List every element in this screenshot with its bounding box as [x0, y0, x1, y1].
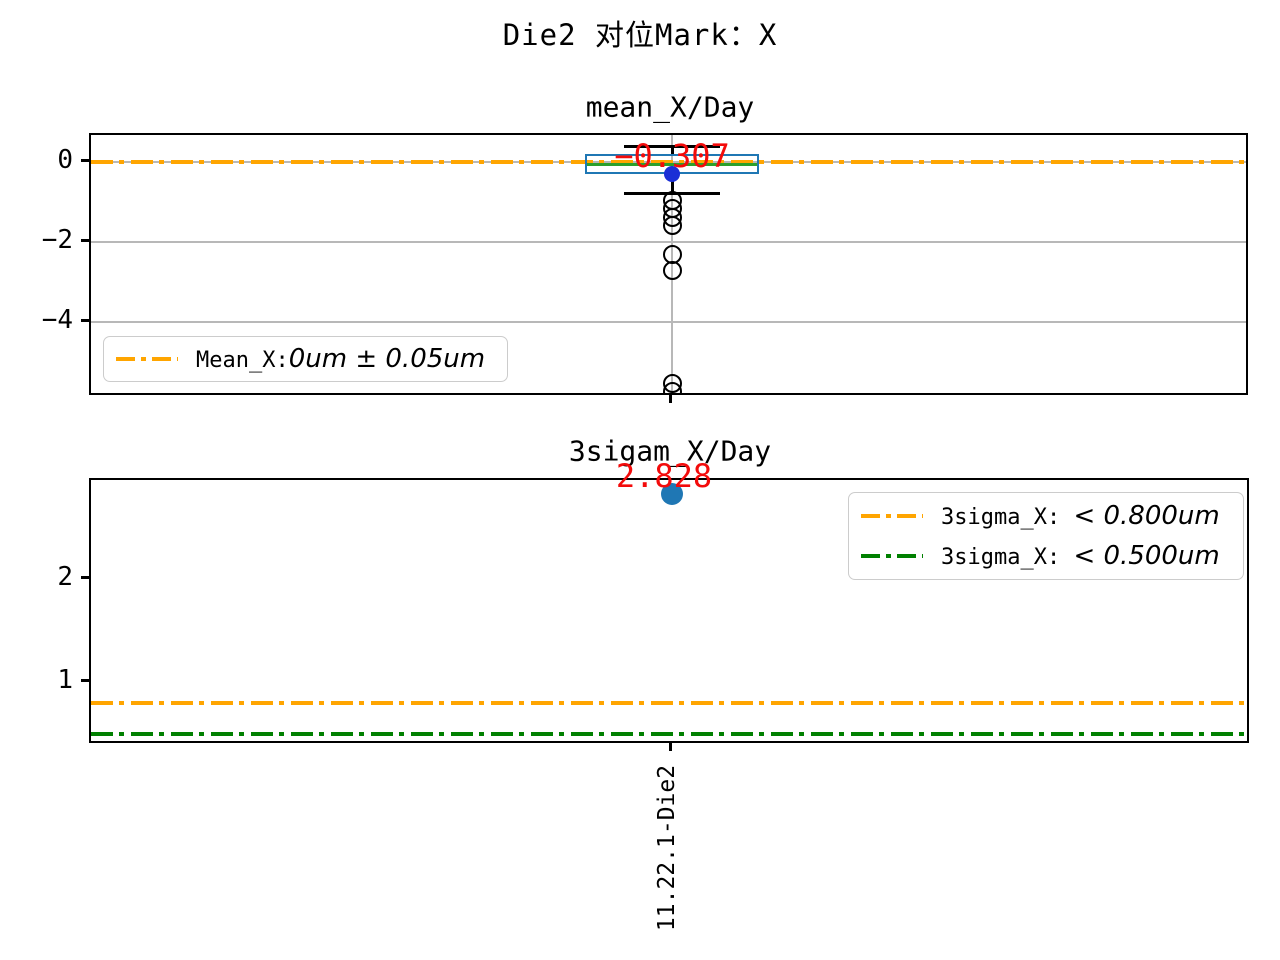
orange-dashdot-line-sample [861, 513, 923, 518]
y-tick-label: 0 [57, 145, 73, 175]
legend-label-math: < 0.800um [1073, 500, 1220, 531]
x-axis-category-label: 11.22.1-Die2 [654, 764, 680, 932]
y-tick [81, 678, 89, 682]
ref-line [91, 731, 1247, 736]
y-gridline [91, 241, 1246, 243]
legend-entry-3sigma-orange: 3sigma_X: < 0.800um [861, 496, 1231, 536]
y-tick-label: 1 [57, 665, 73, 695]
figure-title: Die2 对位Mark：X [502, 18, 778, 52]
median-line [587, 162, 757, 166]
whisker-cap-upper [624, 145, 720, 149]
green-dashdot-line-sample [861, 554, 923, 559]
orange-dashdot-line-sample [116, 357, 178, 361]
y-tick [81, 318, 89, 322]
sigma-value-annotation: 2.828 [615, 457, 713, 495]
legend-label: Mean_X:0um ± 0.05um [196, 344, 485, 374]
y-tick [81, 238, 89, 242]
legend-label-plain: Mean_X: [196, 348, 289, 373]
top-chart-title: mean_X/Day [585, 90, 755, 124]
ref-line [91, 160, 1246, 164]
outlier-point [662, 260, 682, 280]
legend-label: 3sigma_X: < 0.500um [941, 541, 1220, 571]
y-tick [81, 158, 89, 162]
whisker-lower [671, 174, 674, 194]
y-tick-label: −4 [41, 305, 73, 335]
legend-label-plain: 3sigma_X: [941, 545, 1074, 571]
sigma-point [661, 482, 683, 505]
outlier-point [662, 381, 682, 393]
y-tick-label: −2 [41, 225, 73, 255]
x-tick [668, 743, 672, 751]
three-sigma-legend: 3sigma_X: < 0.800um 3sigma_X: < 0.500um [848, 492, 1244, 580]
legend-label-plain: 3sigma_X: [941, 504, 1074, 530]
y-tick [81, 575, 89, 579]
mean-value-annotation: −0.307 [614, 137, 730, 175]
ref-line [91, 700, 1247, 705]
legend-label-math: < 0.500um [1073, 541, 1220, 572]
mean-x-legend: Mean_X:0um ± 0.05um [103, 336, 508, 382]
bottom-chart-title: 3sigam_X/Day [568, 434, 772, 468]
legend-label: 3sigma_X: < 0.800um [941, 501, 1220, 531]
outlier-point [662, 215, 682, 235]
legend-entry-mean-x: Mean_X:0um ± 0.05um [116, 339, 495, 379]
x-tick [668, 395, 672, 403]
whisker-upper [671, 146, 674, 154]
legend-label-math: 0um ± 0.05um [288, 344, 486, 374]
y-tick-label: 2 [57, 562, 73, 592]
y-gridline [91, 321, 1246, 323]
mean-marker [664, 166, 680, 183]
legend-entry-3sigma-green: 3sigma_X: < 0.500um [861, 536, 1231, 576]
